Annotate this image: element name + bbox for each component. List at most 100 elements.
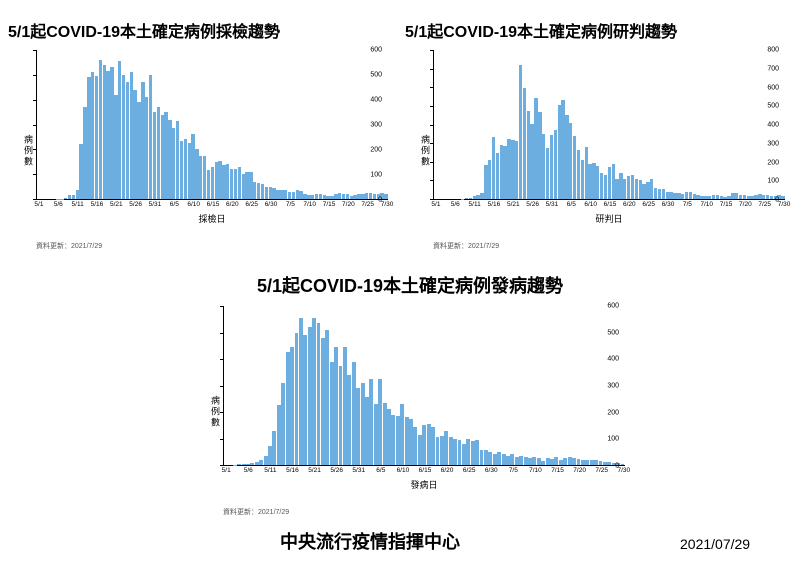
- bar: [519, 65, 522, 199]
- bar: [76, 190, 79, 199]
- bar: [413, 427, 417, 465]
- bar: [396, 416, 400, 465]
- chart-title: 5/1起COVID-19本土確定病例研判趨勢: [405, 18, 785, 42]
- bar: [581, 160, 584, 199]
- bar: [484, 450, 488, 465]
- bar: [496, 153, 499, 199]
- bar: [612, 164, 615, 199]
- bar: [639, 180, 642, 199]
- bar: [230, 169, 233, 199]
- bar: [277, 405, 281, 465]
- bar: [118, 61, 121, 199]
- bar: [87, 77, 90, 199]
- bar: [141, 82, 144, 199]
- bar: [161, 115, 164, 199]
- bar: [211, 167, 214, 199]
- bar: [658, 189, 661, 199]
- bar: [666, 192, 669, 199]
- bar: [195, 149, 198, 199]
- bar: [635, 179, 638, 199]
- y-tick-label: 0: [378, 197, 382, 204]
- bar: [253, 182, 256, 199]
- bar: [524, 457, 528, 465]
- bar: [308, 327, 312, 465]
- x-tick-label: 6/25: [642, 201, 655, 208]
- bar: [563, 458, 567, 465]
- bar: [506, 456, 510, 465]
- bar: [493, 454, 497, 465]
- bar: [554, 457, 558, 465]
- x-tick-label: 7/25: [595, 467, 608, 474]
- y-tick-label: 300: [767, 140, 779, 147]
- bar: [172, 128, 175, 199]
- bar: [164, 112, 167, 199]
- bar: [339, 366, 343, 465]
- x-tick-label: 5/26: [526, 201, 539, 208]
- x-tick-label: 7/25: [361, 201, 374, 208]
- bar: [642, 184, 645, 199]
- y-tick-label: 100: [607, 436, 619, 443]
- bar: [662, 189, 665, 199]
- bar: [215, 162, 218, 199]
- bar: [466, 439, 470, 466]
- y-tick-label: 400: [767, 122, 779, 129]
- bar: [528, 458, 532, 465]
- bar: [269, 187, 272, 199]
- bar: [188, 143, 191, 199]
- y-tick-label: 500: [767, 103, 779, 110]
- bar: [226, 164, 229, 199]
- bar: [500, 145, 503, 199]
- bar: [418, 435, 422, 465]
- bar: [546, 458, 550, 465]
- bar: [627, 176, 630, 199]
- bar: [218, 161, 221, 199]
- x-tick-label: 5/21: [308, 467, 321, 474]
- bar: [458, 440, 462, 465]
- bar: [157, 107, 160, 199]
- bar: [554, 130, 557, 199]
- bar: [352, 362, 356, 465]
- bar: [550, 135, 553, 199]
- bar: [99, 60, 102, 199]
- chart-onset-trend: 5/1起COVID-19本土確定病例發病趨勢 病例數 5/15/65/115/1…: [195, 272, 625, 517]
- bar: [133, 90, 136, 199]
- bar: [149, 75, 152, 199]
- chart-title: 5/1起COVID-19本土確定病例採檢趨勢: [8, 18, 388, 42]
- bar: [276, 190, 279, 199]
- bar: [436, 437, 440, 465]
- y-tick-label: 400: [607, 356, 619, 363]
- bar: [356, 388, 360, 465]
- bar: [83, 107, 86, 199]
- data-update-footnote: 資料更新：2021/7/29: [433, 241, 785, 251]
- bar: [145, 97, 148, 199]
- y-tick-label: 0: [775, 197, 779, 204]
- x-tick-label: 5/21: [110, 201, 123, 208]
- x-tick-label: 7/20: [739, 201, 752, 208]
- bar: [440, 436, 444, 465]
- x-tick-label: 7/10: [700, 201, 713, 208]
- bar: [242, 174, 245, 199]
- y-tick-label: 100: [767, 178, 779, 185]
- bar: [631, 175, 634, 199]
- x-tick-label: 6/25: [245, 201, 258, 208]
- bar: [623, 179, 626, 199]
- x-tick-label: 7/20: [342, 201, 355, 208]
- bar: [405, 417, 409, 465]
- bar: [615, 179, 618, 199]
- bar: [475, 440, 479, 465]
- bar: [365, 397, 369, 465]
- bar: [234, 169, 237, 199]
- bar: [523, 88, 526, 199]
- x-tick-label: 5/31: [546, 201, 559, 208]
- bar: [689, 192, 692, 199]
- x-tick-label: 5/1: [431, 201, 440, 208]
- x-tick-label: 6/5: [376, 467, 385, 474]
- bar: [257, 183, 260, 199]
- x-tick-label: 7/5: [683, 201, 692, 208]
- bar: [199, 156, 202, 199]
- bar: [106, 71, 109, 199]
- bar: [391, 415, 395, 465]
- plot-area: 5/15/65/115/165/215/265/316/56/106/156/2…: [223, 306, 625, 466]
- x-tick-label: 6/15: [419, 467, 432, 474]
- bar: [515, 141, 518, 199]
